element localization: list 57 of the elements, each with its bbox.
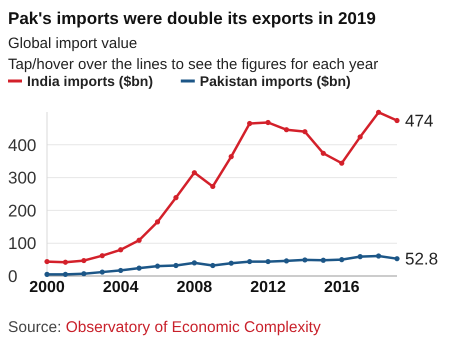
point — [210, 184, 216, 190]
point — [320, 258, 326, 263]
legend-label: India imports ($bn) — [27, 73, 153, 89]
point — [154, 219, 160, 224]
point — [247, 258, 252, 264]
x-tick-label: 2000 — [29, 279, 65, 296]
point — [228, 154, 234, 160]
point — [62, 272, 68, 277]
point — [173, 262, 179, 268]
point — [100, 269, 105, 275]
point — [44, 258, 50, 264]
x-tick-label: 2016 — [324, 279, 360, 296]
source-note: Source: Observatory of Economic Complexity — [8, 319, 321, 336]
x-tick-label: 2012 — [250, 279, 286, 296]
point — [118, 268, 124, 274]
point — [302, 257, 308, 263]
point — [358, 134, 363, 140]
point — [154, 264, 160, 269]
point — [320, 150, 326, 156]
point — [81, 271, 86, 276]
point — [192, 170, 197, 176]
legend-label: Pakistan imports ($bn) — [200, 73, 351, 89]
y-tick-label: 200 — [8, 201, 36, 220]
x-tick-label: 2004 — [102, 279, 139, 296]
point — [118, 247, 124, 252]
y-tick-label: 0 — [8, 266, 18, 286]
y-tick-label: 300 — [8, 168, 36, 188]
point — [44, 272, 50, 277]
point — [265, 120, 271, 126]
point — [228, 260, 234, 266]
point — [81, 258, 86, 264]
point — [302, 129, 308, 134]
point — [100, 253, 105, 258]
point — [358, 254, 363, 260]
point — [247, 120, 252, 126]
data-label: 52.8 — [405, 250, 438, 269]
y-tick-label: 100 — [8, 234, 36, 254]
point — [376, 253, 382, 259]
point — [210, 262, 216, 268]
point — [62, 260, 68, 265]
x-tick-label: 2008 — [176, 279, 212, 296]
chart-title: Pak's imports were double its exports in 2019 — [8, 9, 376, 28]
point — [376, 110, 382, 115]
point — [394, 256, 400, 262]
chart-subtitle: Global import value Tap/hover over the lines to see the figures for each year — [8, 35, 378, 73]
point — [173, 195, 179, 200]
point — [136, 266, 142, 271]
data-label: 474 — [405, 112, 434, 131]
point — [284, 258, 290, 264]
point — [394, 118, 400, 124]
point — [192, 260, 197, 266]
point — [284, 127, 290, 132]
point — [265, 258, 271, 264]
y-tick-label: 400 — [8, 136, 36, 155]
point — [339, 257, 344, 262]
point — [339, 160, 344, 166]
point — [136, 238, 142, 243]
